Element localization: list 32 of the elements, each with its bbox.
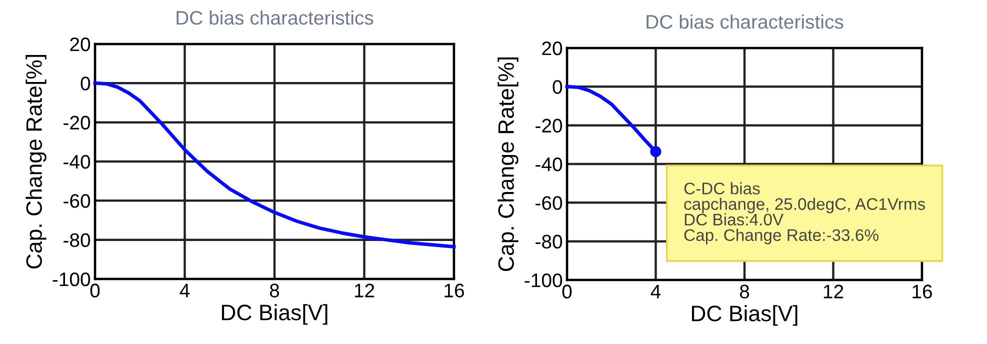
y-tick-label: -60	[536, 196, 562, 210]
x-tick-label: 16	[444, 284, 464, 298]
x-tick-label: 8	[270, 284, 280, 298]
y-tick-label: -100	[52, 272, 90, 286]
y-tick-label: -20	[64, 116, 90, 130]
chart-title: DC bias characteristics	[646, 14, 844, 29]
y-tick-label: -80	[536, 234, 562, 249]
x-tick-label: 0	[562, 284, 572, 298]
y-tick-label: 20	[70, 37, 90, 52]
chart-title: DC bias characteristics	[176, 10, 374, 25]
x-tick-label: 4	[180, 284, 190, 298]
line-series	[93, 81, 456, 248]
y-tick-label: 20	[542, 41, 562, 56]
x-tick-label: 12	[824, 284, 844, 298]
y-tick-label: -20	[536, 118, 562, 133]
y-tick-label: -40	[64, 154, 90, 169]
x-tick-label: 0	[90, 284, 100, 298]
x-axis-title: DC Bias[V]	[222, 304, 328, 325]
annotation: C-DC bias capchange, 25.0degC, AC1Vrms DC Bias:4.0V Cap. Change Rate:-33.6%	[684, 182, 926, 244]
y-axis-title: Cap. Change Rate[%]	[498, 57, 518, 271]
y-tick-label: -100	[524, 273, 562, 288]
y-axis-title: Cap. Change Rate[%]	[26, 54, 46, 268]
x-tick-label: 4	[650, 284, 661, 298]
y-tick-label: -40	[536, 157, 562, 172]
y-tick-label: 0	[80, 76, 90, 90]
y-tick-label: -80	[64, 233, 90, 248]
y-tick-label: -60	[64, 194, 90, 208]
x-tick-label: 16	[912, 284, 932, 298]
x-axis-title: DC Bias[V]	[692, 305, 798, 326]
x-tick-label: 8	[740, 284, 750, 298]
y-tick-label: 0	[552, 80, 562, 94]
x-tick-label: 12	[354, 284, 374, 298]
